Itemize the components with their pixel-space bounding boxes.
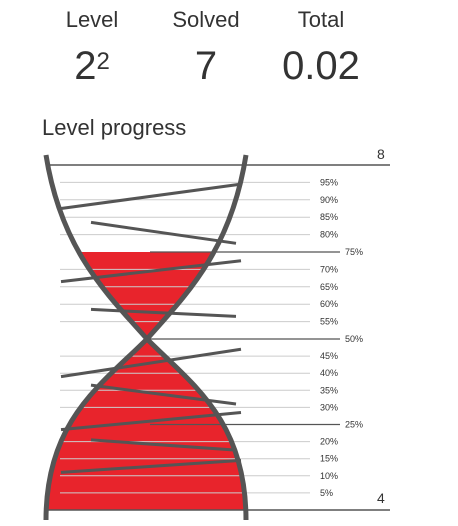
stat-solved: Solved 7 <box>160 6 252 90</box>
percent-label: 20% <box>320 437 338 447</box>
hourglass-labels: 95%90%85%80%75%70%65%60%55%50%45%40%35%3… <box>320 146 385 506</box>
percent-label: 55% <box>320 317 338 327</box>
stat-total: Total 0.02 <box>272 6 370 90</box>
level-exponent: 2 <box>96 48 110 75</box>
hourglass-strand <box>90 438 237 452</box>
percent-label: 60% <box>320 299 338 309</box>
hourglass-strand <box>90 307 237 318</box>
hourglass-strand <box>90 220 237 245</box>
progress-title: Level progress <box>42 115 187 140</box>
percent-label: 15% <box>320 454 338 464</box>
percent-label: 30% <box>320 402 338 412</box>
percent-label: 95% <box>320 177 338 187</box>
percent-label: 45% <box>320 351 338 361</box>
hourglass-strand <box>60 347 242 379</box>
hourglass-strand <box>90 383 237 406</box>
percent-label: 70% <box>320 264 338 274</box>
percent-label: 85% <box>320 212 338 222</box>
level-label: Level <box>65 7 119 32</box>
lower-bound-label: 4 <box>377 490 385 506</box>
percent-label: 65% <box>320 282 338 292</box>
stat-level: Level 22 <box>50 6 134 90</box>
level-value: 22 <box>50 42 134 90</box>
hourglass-strand <box>60 259 242 284</box>
upper-bound-label: 8 <box>377 146 385 162</box>
hourglass-right-to-left-curve <box>43 154 249 521</box>
stats-bar: Level 22 Solved 7 Total 0.02 <box>0 6 458 106</box>
percent-label: 90% <box>320 195 338 205</box>
solved-value: 7 <box>194 44 218 88</box>
percent-label: 40% <box>320 368 338 378</box>
percent-label: 5% <box>320 488 333 498</box>
total-value: 0.02 <box>282 44 360 88</box>
total-label: Total <box>297 7 345 32</box>
percent-label: 25% <box>345 420 363 430</box>
percent-label: 35% <box>320 385 338 395</box>
percent-label: 50% <box>345 334 363 344</box>
percent-label: 75% <box>345 247 363 257</box>
percent-label: 80% <box>320 230 338 240</box>
hourglass-bottom-fill <box>46 339 246 510</box>
hourglass-strand <box>60 458 242 474</box>
hourglass-frame <box>43 154 390 521</box>
hourglass-strand <box>60 411 242 432</box>
percent-label: 10% <box>320 471 338 481</box>
solved-label: Solved <box>172 7 240 32</box>
level-base: 2 <box>74 44 97 88</box>
hourglass-strand <box>60 182 242 210</box>
